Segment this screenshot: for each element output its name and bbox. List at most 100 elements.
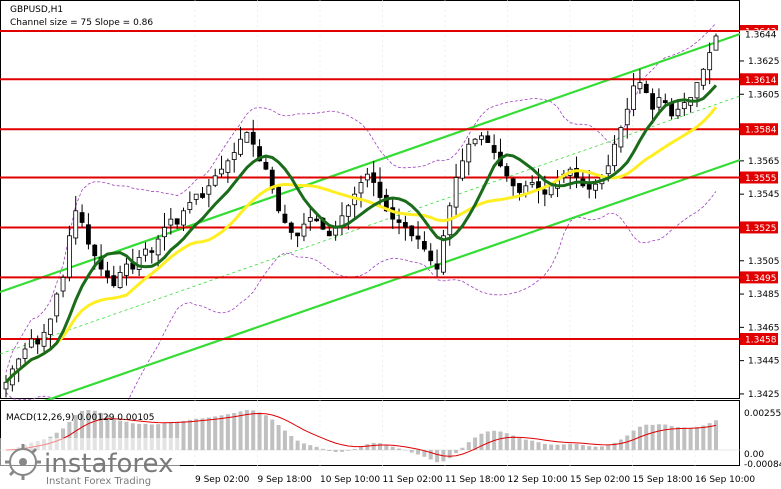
candle	[143, 242, 148, 262]
macd-bar	[213, 416, 218, 450]
x-tick-label: 9 Sep 18:00	[258, 475, 313, 485]
macd-bar	[111, 418, 116, 450]
macd-bar	[549, 444, 554, 450]
candle	[485, 130, 491, 143]
candle	[231, 142, 237, 173]
macd-bar	[92, 410, 97, 450]
x-tick-label: 10 Sep 10:00	[320, 475, 380, 485]
candle	[162, 212, 167, 251]
candle	[124, 257, 129, 286]
x-tick-label: 15 Sep 02:00	[570, 475, 630, 485]
macd-bar	[473, 437, 478, 450]
macd-bar	[612, 442, 617, 450]
macd-bar	[359, 446, 363, 450]
candle	[662, 93, 668, 105]
macd-bar	[675, 427, 680, 450]
macd-bar	[206, 417, 211, 450]
macd-bar	[688, 427, 693, 450]
macd-bar	[352, 448, 357, 450]
macd-bar	[257, 412, 262, 450]
macd-axis-top: 0.00255	[744, 409, 781, 419]
candle	[415, 221, 421, 249]
candle	[117, 265, 123, 289]
candle	[212, 168, 218, 188]
candle	[504, 163, 510, 182]
macd-bar	[574, 444, 579, 450]
macd-bar	[701, 425, 706, 450]
macd-bar	[194, 418, 199, 450]
macd-bar	[327, 450, 332, 452]
macd-bar	[568, 443, 573, 450]
macd-bar	[301, 443, 306, 450]
macd-bar	[422, 450, 427, 457]
candle	[402, 215, 408, 241]
macd-bar	[225, 414, 230, 450]
level-label-box	[740, 171, 778, 184]
candle	[345, 204, 351, 230]
candle	[472, 137, 478, 147]
candle	[529, 175, 535, 188]
candle	[491, 134, 497, 160]
macd-bar	[276, 425, 281, 450]
macd-bar	[555, 444, 560, 450]
macd-bar	[409, 450, 414, 453]
macd-bar	[149, 424, 154, 450]
y-tick-label: 1.3605	[748, 90, 780, 100]
macd-bar	[485, 431, 490, 450]
candle	[295, 232, 301, 248]
y-tick-label: 1.3425	[748, 390, 780, 400]
candle	[200, 186, 205, 199]
macd-bar	[479, 433, 484, 450]
x-tick-label: 15 Sep 18:00	[633, 475, 693, 485]
candle	[276, 185, 281, 214]
candle	[307, 206, 313, 231]
price-axis: 1.3625 1.3605 1.3565 1.3545 1.3505 1.3485 1.34…	[740, 57, 780, 400]
macd-bar	[447, 450, 452, 459]
macd-bar	[707, 423, 712, 450]
candle	[174, 218, 180, 229]
candle	[168, 207, 174, 235]
macd-bar	[384, 444, 389, 450]
macd-bar	[435, 450, 440, 463]
macd-signal-line	[5, 412, 717, 457]
candle	[22, 342, 28, 363]
main-plot-area	[0, 0, 740, 399]
candle	[441, 229, 446, 275]
macd-bar	[238, 411, 243, 450]
candle	[326, 226, 332, 237]
current-price-label: 1.3644	[745, 30, 777, 40]
macd-bar	[187, 419, 192, 450]
ma-fast-line	[4, 84, 718, 384]
macd-bar	[295, 440, 300, 450]
macd-bar	[397, 448, 402, 450]
time-axis: 9 Sep 02:00 9 Sep 18:00 10 Sep 10:00 11 Sep…	[195, 475, 755, 485]
candle	[269, 166, 275, 194]
candle	[60, 274, 66, 298]
level-label: 1.3555	[745, 174, 777, 184]
candle	[238, 126, 243, 157]
macd-bar	[244, 410, 249, 450]
macd-bar	[663, 424, 668, 450]
macd-bar	[282, 430, 287, 450]
y-tick-label: 1.3445	[748, 357, 780, 367]
level-label-box	[740, 333, 778, 345]
channel-info: Channel size = 75 Slope = 0.86	[10, 18, 153, 28]
macd-bar	[637, 426, 642, 450]
macd-bar	[333, 450, 338, 453]
macd-bar	[530, 440, 535, 450]
macd-bar	[175, 421, 180, 450]
level-label-box	[740, 221, 778, 234]
macd-axis-zero: 0.00	[744, 450, 764, 460]
macd-bar	[200, 418, 205, 450]
macd-bar	[403, 450, 408, 451]
macd-bar	[251, 410, 256, 450]
candle	[460, 148, 465, 181]
macd-bar	[308, 445, 313, 450]
candle	[28, 329, 34, 349]
candle	[193, 193, 199, 205]
y-tick-label: 1.3505	[748, 257, 780, 267]
candle	[428, 243, 434, 266]
candle	[105, 261, 110, 284]
bollinger-upper	[5, 22, 717, 373]
